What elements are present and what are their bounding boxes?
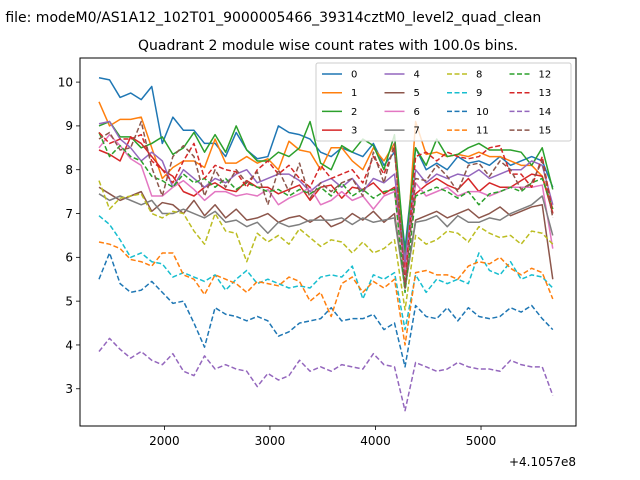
- legend-label-13: 13: [539, 88, 552, 99]
- series-line-1: [98, 101, 554, 276]
- legend-label-3: 3: [351, 126, 357, 137]
- legend-box: [315, 62, 572, 142]
- series-line-13: [98, 131, 554, 285]
- x-axis: 2000 3000 4000 5000: [149, 426, 496, 448]
- series-line-8: [98, 180, 554, 311]
- series-line-14: [98, 337, 554, 412]
- series-line-12: [98, 132, 554, 294]
- series-layer: [98, 76, 554, 412]
- series-line-3: [98, 136, 554, 267]
- series-line-0: [98, 76, 554, 250]
- series-line-11: [98, 241, 554, 346]
- legend-label-10: 10: [476, 107, 489, 118]
- legend-label-14: 14: [539, 107, 552, 118]
- x-offset-text: +4.1057e8: [509, 455, 576, 469]
- series-line-2: [98, 120, 554, 259]
- y-tick-label: 6: [65, 251, 73, 265]
- y-tick-label: 3: [65, 382, 73, 396]
- legend-label-11: 11: [476, 126, 489, 137]
- legend-label-9: 9: [476, 88, 482, 99]
- y-tick-label: 10: [58, 75, 73, 89]
- y-axis: 3 4 5 6 7 8 9 10: [58, 75, 80, 396]
- x-tick-label: 3000: [255, 434, 286, 448]
- legend-label-6: 6: [414, 107, 420, 118]
- series-line-9: [98, 215, 554, 331]
- legend-label-12: 12: [539, 70, 552, 81]
- legend-label-15: 15: [539, 126, 552, 137]
- x-tick-label: 2000: [149, 434, 180, 448]
- plot-area: [79, 57, 577, 427]
- series-line-10: [98, 252, 554, 368]
- y-tick-label: 5: [65, 294, 73, 308]
- legend-label-7: 7: [414, 126, 420, 137]
- chart-title: Quadrant 2 module wise count rates with …: [138, 38, 518, 54]
- y-tick-label: 9: [65, 119, 73, 133]
- legend-label-8: 8: [476, 70, 482, 81]
- x-tick-label: 5000: [466, 434, 497, 448]
- legend-label-5: 5: [414, 88, 420, 99]
- series-line-15: [98, 120, 554, 289]
- figure-suptitle: n file: modeM0/AS1A12_102T01_9000005466_…: [0, 10, 541, 26]
- y-tick-label: 7: [65, 207, 73, 221]
- series-line-5: [98, 186, 554, 289]
- x-tick-label: 4000: [360, 434, 391, 448]
- plot-frame: [79, 57, 577, 427]
- legend-label-0: 0: [351, 70, 357, 81]
- series-line-7: [98, 193, 554, 289]
- y-tick-label: 8: [65, 163, 73, 177]
- legend-label-4: 4: [414, 70, 420, 81]
- y-tick-label: 4: [65, 338, 73, 352]
- legend-label-2: 2: [351, 107, 357, 118]
- legend-label-1: 1: [351, 88, 357, 99]
